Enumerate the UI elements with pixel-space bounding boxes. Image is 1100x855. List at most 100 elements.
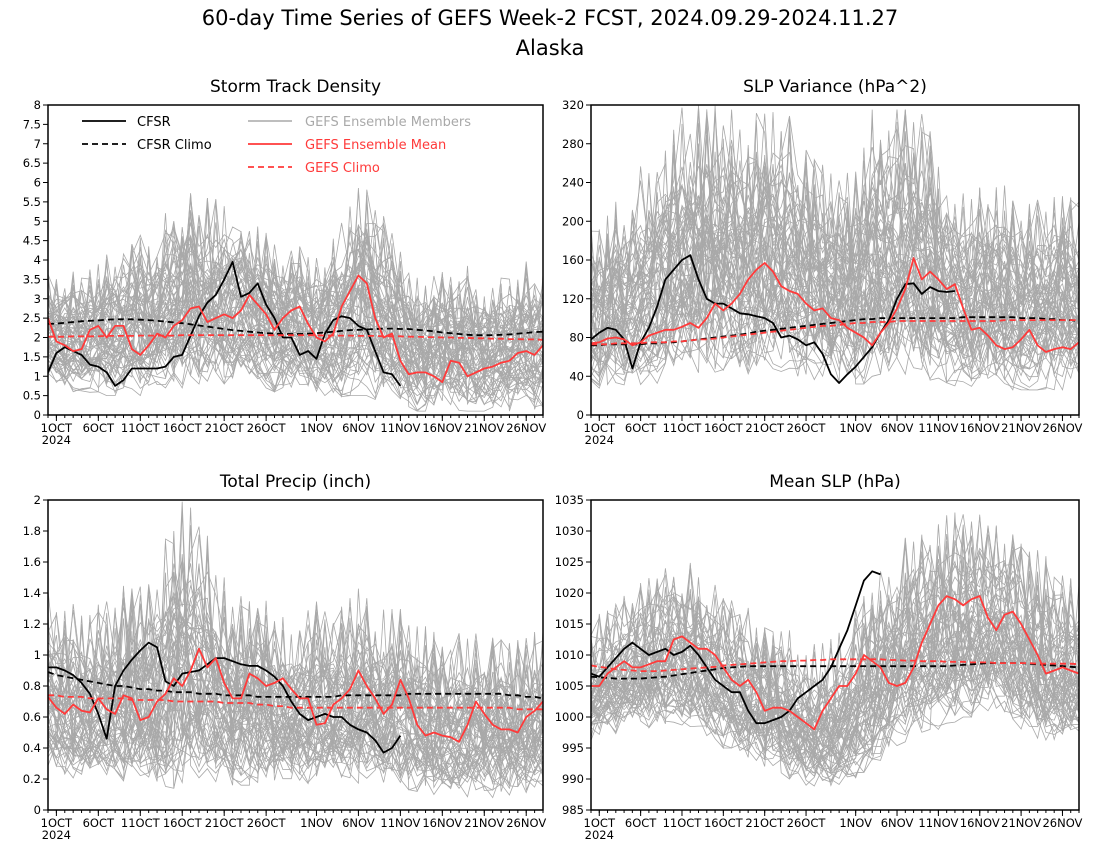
member-line: [48, 585, 543, 788]
member-line: [48, 249, 543, 369]
y-tick-label: 4: [34, 253, 41, 267]
y-tick-label: 2: [34, 493, 41, 507]
x-year-label: 2024: [585, 828, 614, 842]
series-gefs-climo: [48, 334, 543, 341]
member-line: [591, 517, 1079, 744]
member-line: [48, 229, 543, 401]
member-line: [48, 509, 543, 790]
y-tick-label: 2: [34, 331, 41, 345]
member-line: [591, 123, 1079, 391]
member-line: [48, 221, 543, 332]
member-line: [48, 586, 543, 719]
member-line: [591, 533, 1079, 738]
y-tick-label: 1.6: [23, 555, 41, 569]
x-tick-label: 26NOV: [506, 421, 546, 435]
x-tick-label: 11NOV: [918, 421, 958, 435]
member-line: [591, 153, 1079, 324]
member-line: [591, 170, 1079, 391]
x-tick-label: 11OCT: [121, 816, 161, 830]
y-tick-label: 3.5: [23, 272, 41, 286]
x-tick-label: 1NOV: [300, 816, 333, 830]
x-tick-label: 26NOV: [1042, 816, 1082, 830]
member-line: [591, 107, 1079, 307]
y-tick-label: 1005: [555, 679, 584, 693]
y-tick-label: 40: [569, 369, 584, 383]
member-line: [48, 226, 543, 401]
y-tick-label: 280: [562, 137, 584, 151]
member-line: [48, 579, 543, 721]
y-tick-label: 1.2: [23, 617, 41, 631]
x-tick-label: 11NOV: [918, 816, 958, 830]
y-tick-label: 995: [562, 741, 584, 755]
x-tick-label: 6NOV: [342, 421, 375, 435]
member-line: [48, 557, 543, 785]
y-tick-label: 0.2: [23, 772, 41, 786]
member-line: [591, 126, 1079, 304]
member-line: [591, 577, 1079, 753]
x-tick-label: 21OCT: [745, 421, 785, 435]
y-tick-label: 8: [34, 98, 41, 112]
member-line: [48, 628, 543, 756]
x-tick-label: 26NOV: [506, 816, 546, 830]
x-tick-label: 1OCT: [584, 816, 616, 830]
member-line: [48, 566, 543, 751]
panel-storm-track: 0 0.5 1 1.5 2 2.5 3 3.5 4 4.5 5 5.5 6 6.5 7 7.5 8 1OCT 6OC…: [23, 77, 547, 447]
member-line: [591, 112, 1079, 377]
member-line: [591, 160, 1079, 342]
y-tick-label: 1030: [555, 524, 584, 538]
x-tick-label: 1NOV: [300, 421, 333, 435]
member-line: [48, 549, 543, 792]
legend-cfsr-label: CFSR: [137, 115, 171, 130]
member-line: [48, 610, 543, 728]
y-tick-label: 5: [34, 214, 41, 228]
member-line: [48, 215, 543, 356]
panel-title: SLP Variance (hPa^2): [743, 77, 927, 97]
member-line: [48, 222, 543, 345]
x-year-label: 2024: [42, 828, 71, 842]
x-tick-label: 11OCT: [663, 816, 703, 830]
y-tick-label: 7.5: [23, 117, 41, 131]
member-line: [48, 223, 543, 408]
member-line: [591, 127, 1079, 353]
member-line: [48, 230, 543, 406]
member-line: [591, 577, 1079, 745]
member-line: [591, 538, 1079, 754]
y-tick-label: 6.5: [23, 156, 41, 170]
x-year-label: 2024: [585, 433, 614, 447]
legend-members-label: GEFS Ensemble Members: [305, 115, 471, 130]
x-tick-label: 16OCT: [704, 816, 744, 830]
series-cfsr: [48, 260, 402, 387]
member-line: [48, 206, 543, 386]
y-tick-label: 0.4: [23, 741, 41, 755]
y-tick-label: 3: [34, 292, 41, 306]
x-tick-label: 21NOV: [464, 421, 504, 435]
x-tick-label: 6OCT: [83, 816, 115, 830]
member-line: [591, 557, 1079, 787]
member-line: [591, 576, 1079, 783]
member-line: [591, 565, 1079, 710]
y-tick-label: 240: [562, 176, 584, 190]
legend: CFSR CFSR Climo GEFS Ensemble Members GE…: [82, 115, 471, 176]
member-line: [591, 164, 1079, 333]
member-line: [591, 551, 1079, 758]
y-tick-label: 1015: [555, 617, 584, 631]
member-line: [591, 549, 1079, 718]
x-tick-label: 16OCT: [704, 421, 744, 435]
y-tick-label: 0.8: [23, 679, 41, 693]
x-tick-label: 26NOV: [1042, 421, 1082, 435]
x-tick-label: 1NOV: [839, 816, 872, 830]
member-line: [591, 131, 1079, 366]
y-tick-label: 1.8: [23, 524, 41, 538]
x-tick-label: 1NOV: [839, 421, 872, 435]
member-line: [48, 618, 543, 784]
x-tick-label: 16NOV: [960, 421, 1000, 435]
member-line: [591, 109, 1079, 356]
x-tick-label: 21NOV: [1001, 816, 1041, 830]
plot-area: [48, 187, 543, 412]
ensemble-members: [591, 512, 1079, 787]
member-line: [48, 198, 543, 412]
x-tick-label: 11NOV: [380, 816, 420, 830]
x-tick-label: 1OCT: [584, 421, 616, 435]
member-line: [591, 155, 1079, 362]
